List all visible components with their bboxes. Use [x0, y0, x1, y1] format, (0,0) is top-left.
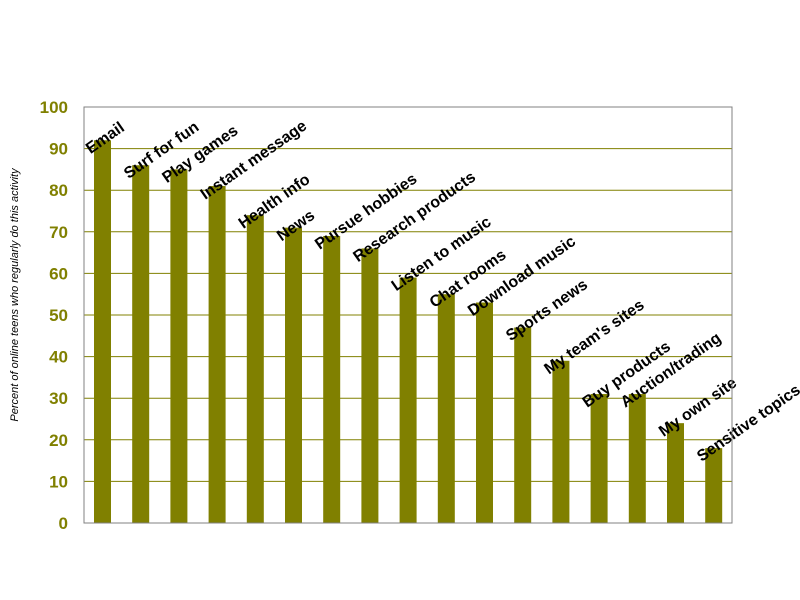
y-tick-label: 90 — [49, 140, 68, 159]
bars — [94, 140, 723, 524]
y-tick-label: 30 — [49, 389, 68, 408]
y-axis: 0 10 20 30 40 50 60 70 80 90 100 — [40, 98, 68, 533]
y-tick-label: 50 — [49, 306, 68, 325]
bar — [94, 140, 111, 523]
bar — [514, 327, 532, 523]
bar — [705, 448, 723, 523]
bar — [476, 302, 493, 523]
y-tick-label: 60 — [49, 264, 68, 283]
bar — [170, 169, 188, 523]
bar — [246, 215, 264, 523]
y-tick-label: 0 — [59, 514, 68, 533]
y-axis-label: Percent of online teens who regularly do… — [9, 167, 21, 422]
bar — [132, 165, 150, 524]
bar — [552, 360, 570, 523]
y-tick-label: 80 — [49, 181, 68, 200]
y-tick-label: 10 — [49, 472, 68, 491]
plot-frame — [83, 106, 733, 524]
y-tick-label: 20 — [49, 431, 68, 450]
bar — [399, 277, 417, 523]
bar — [285, 227, 302, 523]
y-tick-label: 40 — [49, 348, 68, 367]
bar — [208, 186, 226, 524]
bar — [437, 294, 455, 523]
bar — [323, 235, 341, 523]
bar — [590, 394, 608, 523]
bar — [628, 394, 646, 523]
y-tick-label: 100 — [40, 98, 68, 117]
bar — [667, 423, 684, 523]
y-tick-label: 70 — [49, 223, 68, 242]
bar — [361, 248, 379, 523]
